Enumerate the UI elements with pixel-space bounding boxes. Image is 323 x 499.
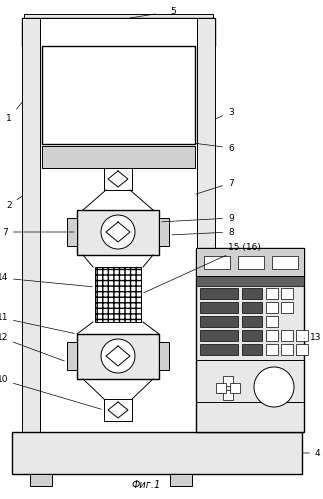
Bar bbox=[196, 248, 304, 276]
Polygon shape bbox=[108, 171, 128, 187]
Text: 11: 11 bbox=[0, 313, 74, 333]
Text: 7: 7 bbox=[2, 228, 74, 237]
Text: 15 (16): 15 (16) bbox=[143, 243, 261, 293]
Bar bbox=[281, 302, 293, 313]
Bar bbox=[238, 256, 264, 269]
Bar bbox=[22, 18, 215, 46]
Bar bbox=[170, 474, 192, 486]
Text: 2: 2 bbox=[6, 197, 22, 210]
Bar bbox=[272, 256, 298, 269]
Text: 14: 14 bbox=[0, 273, 92, 287]
Circle shape bbox=[254, 367, 294, 407]
Bar bbox=[77, 210, 159, 255]
Bar bbox=[200, 288, 238, 299]
Bar bbox=[204, 256, 230, 269]
Bar bbox=[242, 302, 262, 313]
Text: 4: 4 bbox=[303, 449, 321, 458]
Bar bbox=[104, 168, 132, 190]
Bar bbox=[266, 302, 278, 313]
Bar bbox=[197, 18, 215, 432]
Bar bbox=[200, 330, 238, 341]
Text: 13: 13 bbox=[304, 333, 321, 342]
Circle shape bbox=[101, 215, 135, 249]
Bar bbox=[42, 146, 195, 168]
Bar bbox=[200, 344, 238, 355]
Bar bbox=[22, 18, 40, 432]
Bar bbox=[266, 316, 278, 327]
Bar bbox=[200, 302, 238, 313]
Bar bbox=[104, 399, 132, 421]
Bar bbox=[40, 18, 197, 432]
Bar bbox=[266, 288, 278, 299]
Bar bbox=[242, 344, 262, 355]
Text: 12: 12 bbox=[0, 333, 64, 361]
Text: 6: 6 bbox=[196, 143, 234, 153]
Bar bbox=[242, 330, 262, 341]
Bar bbox=[266, 330, 278, 341]
Bar bbox=[159, 342, 169, 370]
Bar bbox=[67, 218, 77, 246]
Bar bbox=[266, 344, 278, 355]
Bar bbox=[12, 432, 302, 474]
Text: 3: 3 bbox=[215, 107, 234, 119]
Bar bbox=[281, 288, 293, 299]
Text: 5: 5 bbox=[170, 6, 176, 15]
Bar bbox=[42, 46, 195, 144]
Bar bbox=[281, 330, 293, 341]
Text: 7: 7 bbox=[196, 179, 234, 194]
Bar bbox=[230, 383, 240, 393]
Bar bbox=[281, 344, 293, 355]
Bar bbox=[24, 14, 213, 19]
Bar bbox=[196, 248, 304, 432]
Polygon shape bbox=[106, 222, 130, 242]
Bar bbox=[242, 316, 262, 327]
Circle shape bbox=[101, 339, 135, 373]
Bar bbox=[196, 276, 304, 286]
Bar bbox=[200, 316, 238, 327]
Text: 1: 1 bbox=[6, 102, 22, 122]
Bar bbox=[67, 342, 77, 370]
Bar bbox=[216, 383, 226, 393]
Bar bbox=[77, 334, 159, 379]
Polygon shape bbox=[106, 346, 130, 366]
Text: 9: 9 bbox=[162, 214, 234, 223]
Polygon shape bbox=[108, 402, 128, 418]
Bar bbox=[296, 330, 308, 341]
Text: 10: 10 bbox=[0, 376, 101, 409]
Bar bbox=[223, 376, 233, 386]
Bar bbox=[30, 474, 52, 486]
Bar bbox=[95, 267, 141, 322]
Text: Фиг.1: Фиг.1 bbox=[131, 480, 161, 490]
Bar bbox=[242, 288, 262, 299]
Text: 8: 8 bbox=[172, 228, 234, 237]
Bar bbox=[42, 20, 195, 44]
Bar bbox=[223, 390, 233, 400]
Bar bbox=[296, 344, 308, 355]
Bar bbox=[159, 218, 169, 246]
